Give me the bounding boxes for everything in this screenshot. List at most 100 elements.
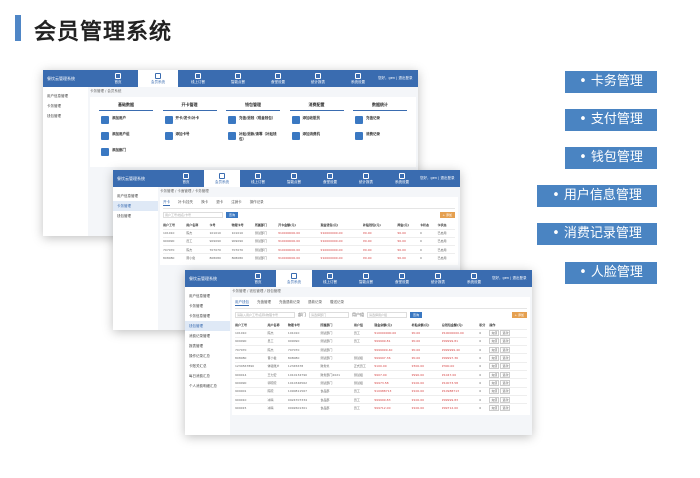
tab[interactable]: 充值退款记录 [279, 300, 300, 304]
dept-select[interactable]: 请选择部门 [309, 312, 349, 318]
nav-item[interactable]: 会员系统 [204, 170, 240, 187]
sidebar-item[interactable]: 卡账关汇总 [189, 364, 207, 368]
sidebar-item[interactable]: 钱包管理 [117, 214, 131, 218]
refund-button[interactable]: 退款 [500, 355, 511, 362]
tab[interactable]: 退款记录 [308, 300, 322, 304]
workflow-card[interactable]: 开卡/发卡/补卡 [162, 114, 217, 127]
workflow-card[interactable]: 添加消费机 [289, 130, 344, 143]
search-button[interactable]: 查询 [410, 312, 423, 318]
tab[interactable]: 注销卡 [231, 200, 242, 204]
recharge-button[interactable]: 充值 [489, 355, 500, 362]
nav-item[interactable]: 首页 [98, 70, 138, 87]
nav-item[interactable]: 食堂设置 [312, 170, 348, 187]
column-title: 基础数据 [99, 102, 153, 111]
nav-item[interactable]: 线上订餐 [240, 170, 276, 187]
tab[interactable]: 用户钱包 [235, 300, 249, 306]
refund-button[interactable]: 退款 [500, 338, 511, 345]
workflow-card[interactable]: 添加用户组 [99, 130, 153, 143]
tab[interactable]: 补卡/挂失 [178, 200, 194, 204]
user-info[interactable]: 您好，gen | 退出登录 [492, 276, 527, 280]
column-header: 所属部门 [254, 222, 267, 227]
workflow-card[interactable]: 消费记录 [353, 130, 407, 143]
sidebar-item[interactable]: 消费记录管理 [189, 334, 210, 338]
tab[interactable]: 退卡 [216, 200, 224, 204]
column-header: 用户组 [353, 322, 363, 327]
nav-item[interactable]: 首页 [240, 270, 276, 287]
sidebar-item[interactable]: 报表管理 [189, 344, 203, 348]
recharge-button[interactable]: 充值 [489, 330, 500, 337]
sidebar-item[interactable]: 用户信息管理 [189, 294, 210, 298]
workflow-card[interactable]: 充值记录 [353, 114, 407, 127]
table-cell: ¥99712.00 [374, 403, 412, 412]
workflow-card[interactable]: 添加部门 [99, 146, 153, 159]
sidebar-item[interactable]: 卡务管理 [189, 304, 203, 308]
refund-button[interactable]: 退款 [500, 388, 511, 395]
recharge-button[interactable]: 充值 [489, 363, 500, 370]
search-button[interactable]: 查询 [226, 212, 239, 218]
workflow-card[interactable]: 添加用户 [99, 114, 153, 127]
nav-item[interactable]: 线上订餐 [178, 70, 218, 87]
nav-item[interactable]: 食堂设置 [384, 270, 420, 287]
nav-item[interactable]: 智能点餐 [276, 170, 312, 187]
recharge-button[interactable]: 充值 [489, 396, 500, 403]
recharge-button[interactable]: 充值 [489, 379, 500, 386]
nav-item[interactable]: 会员系统 [138, 70, 178, 87]
nav-label: 线上订餐 [251, 180, 265, 184]
nav-item[interactable]: 首页 [168, 170, 204, 187]
nav-label: 统计报表 [311, 80, 325, 84]
user-info[interactable]: 您好，gen | 退出登录 [378, 76, 413, 80]
nav-item[interactable]: 系统设置 [456, 270, 492, 287]
refund-button[interactable]: 退款 [500, 379, 511, 386]
workflow-card[interactable]: 补贴/退款/清零（补贴钱包） [226, 130, 280, 143]
tab[interactable]: 开卡 [163, 200, 170, 206]
nav-item[interactable]: 系统设置 [338, 70, 378, 87]
sidebar-item[interactable]: 操作记录汇总 [189, 354, 210, 358]
recharge-button[interactable]: 充值 [489, 388, 500, 395]
table-row: 909090 员工 909090 909090 测试部门 ¥10000000.00 ¥100… [163, 236, 455, 246]
table-cell: 808080 [235, 353, 268, 363]
user-info[interactable]: 您好，gen | 退出登录 [420, 176, 455, 180]
add-button[interactable]: + 添加 [511, 312, 527, 318]
sidebar-item[interactable]: 卡务管理 [47, 104, 61, 108]
workflow-card[interactable]: 添加收银员 [289, 114, 344, 127]
recharge-button[interactable]: 充值 [489, 371, 500, 378]
sidebar-item[interactable]: 卡务信息管理 [189, 314, 210, 318]
search-input[interactable]: 请输入用户工号/名称/物理卡号 [235, 312, 295, 318]
nav-item[interactable]: 统计报表 [298, 70, 338, 87]
refund-button[interactable]: 退款 [500, 396, 511, 403]
tab[interactable]: 操作记录 [249, 200, 264, 204]
table-cell: ¥10988713 [374, 386, 412, 396]
tab[interactable]: 赠送记录 [330, 300, 344, 304]
nav-item[interactable]: 统计报表 [420, 270, 456, 287]
refund-button[interactable]: 退款 [500, 346, 511, 353]
table-cell: ¥10000000.00 [320, 228, 363, 238]
group-select[interactable]: 请选择用户组 [367, 312, 407, 318]
recharge-button[interactable]: 充值 [489, 346, 500, 353]
refund-button[interactable]: 退款 [500, 363, 511, 370]
nav-item[interactable]: 统计报表 [348, 170, 384, 187]
workflow-card[interactable]: 充值/退钱（现金钱包） [226, 114, 280, 127]
recharge-button[interactable]: 充值 [489, 405, 500, 412]
sidebar-item[interactable]: 用户信息管理 [117, 194, 138, 198]
nav-item[interactable]: 智能点餐 [218, 70, 258, 87]
search-input[interactable]: 用户工号/姓名/卡号 [163, 212, 223, 218]
refund-button[interactable]: 退款 [500, 371, 511, 378]
tab[interactable]: 充值管理 [257, 300, 271, 304]
nav-item[interactable]: 智能点餐 [348, 270, 384, 287]
sidebar-item[interactable]: 用户信息管理 [47, 94, 68, 98]
nav-item[interactable]: 系统设置 [384, 170, 420, 187]
nav-item[interactable]: 食堂设置 [258, 70, 298, 87]
recharge-button[interactable]: 充值 [489, 338, 500, 345]
refund-button[interactable]: 退款 [500, 405, 511, 412]
sidebar-item[interactable]: 每日消费汇总 [189, 374, 210, 378]
sidebar-item[interactable]: 卡务管理 [113, 201, 158, 211]
nav-item[interactable]: 会员系统 [276, 270, 312, 287]
sidebar-item[interactable]: 个人消费明细汇总 [189, 384, 217, 388]
sidebar-item[interactable]: 钱包管理 [47, 114, 61, 118]
workflow-card[interactable]: 添加卡号 [162, 130, 217, 143]
refund-button[interactable]: 退款 [500, 330, 511, 337]
add-button[interactable]: + 添加 [439, 212, 455, 218]
tab[interactable]: 换卡 [201, 200, 209, 204]
nav-item[interactable]: 线上订餐 [312, 270, 348, 287]
sidebar-item[interactable]: 钱包管理 [185, 321, 230, 331]
